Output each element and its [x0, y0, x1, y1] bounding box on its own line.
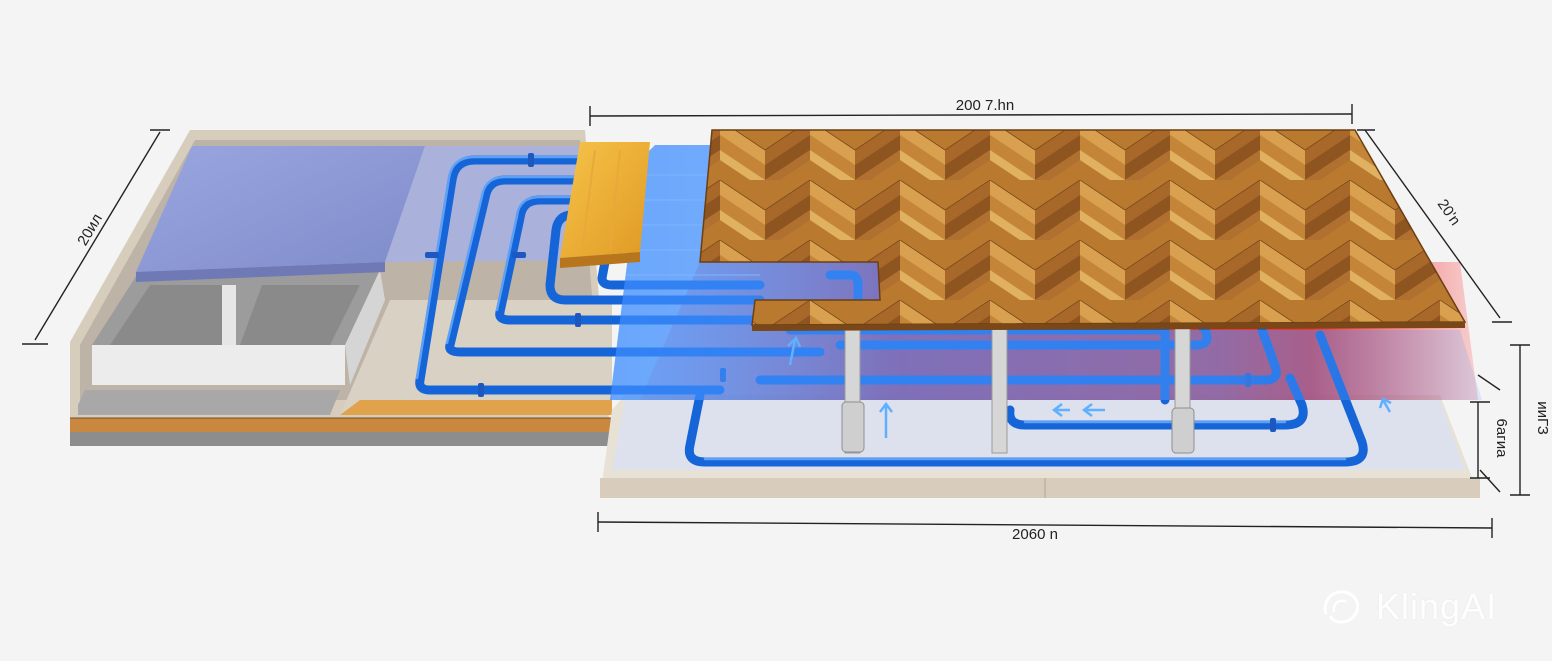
dim-bottom-label: 2060 n: [1012, 526, 1058, 543]
dim-layer-thickness-label: 6агиа: [1493, 419, 1510, 459]
left-concrete-base: [70, 432, 612, 446]
left-subfloor-joists: [92, 270, 385, 385]
reflective-foil-layer: [610, 145, 1482, 400]
dim-total-height-label: ииГЗ: [1534, 401, 1551, 435]
dim-top-label: 200 7.hn: [956, 97, 1014, 114]
parquet-floor: [699, 129, 1467, 331]
flow-arrow-icon: [787, 335, 1392, 438]
dim-layer-thickness: 6агиа: [1470, 374, 1510, 493]
watermark-text: KlingAI: [1376, 586, 1498, 627]
dim-total-height: ииГЗ: [1510, 344, 1551, 496]
left-wood-base: [70, 418, 612, 432]
dim-bottom: 2060 n: [597, 512, 1493, 543]
kling-logo-icon: [1323, 590, 1360, 624]
watermark: KlingAI: [1312, 580, 1512, 632]
foil-pipe-traces: [627, 174, 760, 276]
wood-plank-sample: [560, 142, 650, 268]
heating-pipes-left: [415, 153, 835, 397]
floor-joists: [841, 324, 1195, 454]
dim-top: 200 7.hn: [589, 97, 1353, 126]
dim-right-label: 20'n: [1434, 196, 1464, 229]
